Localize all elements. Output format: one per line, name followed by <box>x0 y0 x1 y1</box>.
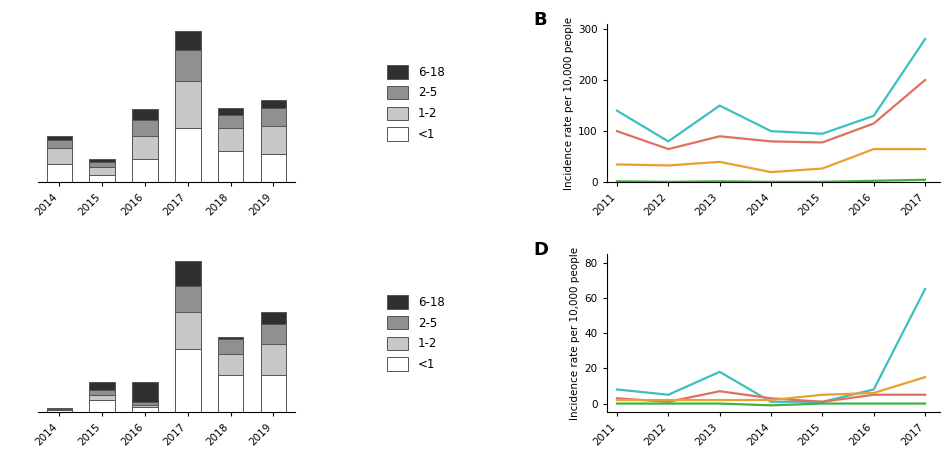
Y-axis label: Incidence rate per 10,000 people: Incidence rate per 10,000 people <box>570 246 580 419</box>
Y-axis label: Incidence rate per 10,000 people: Incidence rate per 10,000 people <box>564 17 574 190</box>
Bar <box>132 136 158 159</box>
Bar <box>132 109 158 120</box>
Bar <box>132 407 158 412</box>
Text: D: D <box>533 241 548 259</box>
Bar <box>89 167 115 174</box>
Bar <box>47 164 72 182</box>
Bar <box>175 261 200 286</box>
Bar <box>47 148 72 164</box>
Bar <box>218 374 243 412</box>
Bar <box>47 410 72 412</box>
Bar <box>260 155 286 182</box>
Bar <box>47 408 72 409</box>
Bar <box>175 286 200 311</box>
Bar <box>132 405 158 407</box>
Bar <box>89 390 115 395</box>
Bar <box>175 349 200 412</box>
Bar <box>218 339 243 355</box>
Legend: 6-18, 2-5, 1-2, <1: 6-18, 2-5, 1-2, <1 <box>386 64 446 142</box>
Bar <box>89 159 115 162</box>
Bar <box>89 400 115 412</box>
Bar <box>175 128 200 182</box>
Bar <box>89 382 115 390</box>
Bar <box>89 395 115 400</box>
Bar <box>175 311 200 349</box>
Bar <box>175 81 200 128</box>
Bar <box>260 345 286 374</box>
Bar <box>132 120 158 136</box>
Bar <box>47 136 72 140</box>
Bar <box>260 108 286 126</box>
Bar <box>218 337 243 339</box>
Bar <box>218 108 243 115</box>
Legend: 6-18, 2-5, 1-2, <1: 6-18, 2-5, 1-2, <1 <box>386 294 446 373</box>
Bar <box>132 402 158 405</box>
Bar <box>175 50 200 81</box>
Bar <box>89 174 115 182</box>
Text: B: B <box>533 11 547 29</box>
Bar <box>218 115 243 128</box>
Bar <box>47 140 72 148</box>
Bar <box>260 100 286 108</box>
Bar <box>260 126 286 155</box>
Bar <box>260 311 286 324</box>
Bar <box>218 151 243 182</box>
Bar <box>218 128 243 151</box>
Bar <box>260 324 286 345</box>
Bar <box>47 409 72 410</box>
Bar <box>260 374 286 412</box>
Bar <box>132 159 158 182</box>
Bar <box>89 162 115 167</box>
Bar <box>175 31 200 50</box>
Bar <box>132 382 158 402</box>
Bar <box>218 355 243 374</box>
